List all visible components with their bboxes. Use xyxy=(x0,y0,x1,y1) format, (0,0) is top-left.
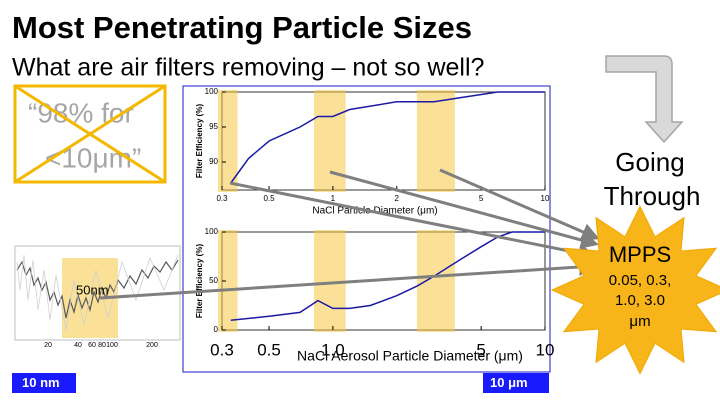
star-text: μm xyxy=(629,313,650,330)
star-title: MPPS xyxy=(609,242,671,267)
arrow xyxy=(329,170,599,249)
y-axis-label: Filter Efficiency (%) xyxy=(195,104,204,179)
highlight-band xyxy=(313,90,346,192)
y-axis-label: Filter Efficiency (%) xyxy=(195,244,204,319)
small-chart: 50nm 20 40 60 80 100 200 xyxy=(14,245,181,349)
x-tick-label: 5 xyxy=(479,194,484,203)
arrow xyxy=(99,257,597,300)
small-tick-label: 80 xyxy=(98,342,106,349)
highlight-band xyxy=(218,90,238,192)
x-tick-label: 2 xyxy=(395,194,400,203)
going-through: Going xyxy=(615,147,684,177)
arrow xyxy=(229,181,597,262)
scale-label: 10 μm xyxy=(490,375,528,390)
turn-arrow xyxy=(605,55,684,144)
x-tick-label: 0.5 xyxy=(257,340,281,359)
x-tick-label: 10 xyxy=(536,340,555,359)
y-tick-label: 50 xyxy=(209,276,218,285)
going-through: Through xyxy=(604,181,701,211)
series-line xyxy=(230,231,545,321)
small-tick-label: 40 xyxy=(74,342,82,349)
y-tick-label: 0 xyxy=(214,325,219,334)
small-tick-label: 200 xyxy=(146,342,158,349)
highlight-band xyxy=(218,230,238,332)
arrows xyxy=(99,168,600,300)
series-line xyxy=(230,91,545,184)
x-tick-label: 0.5 xyxy=(263,194,275,203)
arrow xyxy=(439,168,600,241)
title: Most Penetrating Particle Sizes xyxy=(12,10,472,45)
crossed-box xyxy=(13,84,167,184)
x-axis-label: NaCl Aerosol Particle Diameter (μm) xyxy=(297,348,523,364)
x-tick-label: 1.0 xyxy=(321,340,345,359)
star-text: 1.0, 3.0 xyxy=(615,292,665,309)
y-tick-label: 100 xyxy=(205,87,219,96)
small-tick-label: 100 xyxy=(106,342,118,349)
small-chart-label: 50nm xyxy=(76,282,109,297)
scale-box xyxy=(483,373,549,393)
highlight-band xyxy=(416,90,455,192)
highlight-band xyxy=(416,230,455,332)
small-chart-noise xyxy=(16,254,179,331)
y-tick-label: 95 xyxy=(209,122,218,131)
x-tick-label: 10 xyxy=(541,194,550,203)
x-tick-label: 1 xyxy=(331,194,336,203)
star-text: 0.05, 0.3, xyxy=(609,272,672,289)
scale-label: 10 nm xyxy=(22,375,60,390)
plot-area xyxy=(221,91,546,191)
claim-line: “98% for xyxy=(28,97,134,128)
y-tick-label: 100 xyxy=(205,227,219,236)
x-tick-label: 0.3 xyxy=(210,340,234,359)
cross-line xyxy=(14,84,166,184)
small-tick-label: 20 xyxy=(44,342,52,349)
star xyxy=(550,205,720,375)
x-tick-label: 0.3 xyxy=(216,194,228,203)
scale-box xyxy=(12,373,76,393)
y-tick-label: 90 xyxy=(209,157,218,166)
x-tick-label: 5 xyxy=(476,340,485,359)
small-tick-label: 60 xyxy=(88,342,96,349)
subtitle: What are air filters removing – not so w… xyxy=(12,54,484,82)
